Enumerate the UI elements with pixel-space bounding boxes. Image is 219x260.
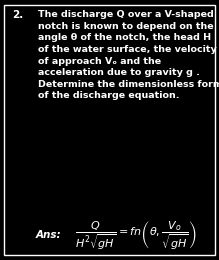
Text: 2.: 2. — [12, 10, 23, 20]
Text: Ans:: Ans: — [36, 230, 61, 240]
FancyBboxPatch shape — [4, 5, 215, 255]
Text: $\dfrac{Q}{H^2\sqrt{gH}} = fn\left(\theta, \dfrac{V_o}{\sqrt{gH}}\right)$: $\dfrac{Q}{H^2\sqrt{gH}} = fn\left(\thet… — [75, 220, 197, 252]
Text: The discharge Q over a V-shaped
notch is known to depend on the
angle θ of the n: The discharge Q over a V-shaped notch is… — [38, 10, 219, 101]
